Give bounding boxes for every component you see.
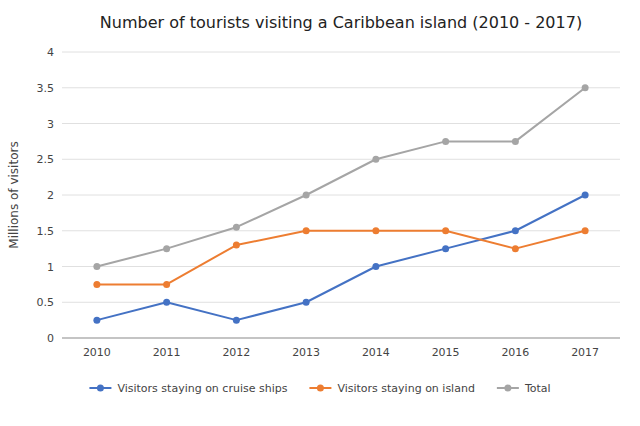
- point: [442, 227, 449, 234]
- grid-line: [62, 87, 620, 88]
- grid: [62, 52, 620, 338]
- legend: Visitors staying on cruise ships Visitors…: [89, 382, 550, 395]
- point: [163, 281, 170, 288]
- point: [582, 84, 589, 91]
- point: [303, 299, 310, 306]
- x-axis-line: [62, 338, 620, 339]
- point: [93, 281, 100, 288]
- series-line: [97, 88, 585, 267]
- x-tick-label: 2014: [362, 346, 390, 359]
- point: [372, 263, 379, 270]
- grid-line: [62, 159, 620, 160]
- legend-label: Total: [524, 382, 551, 395]
- y-tick-label: 3.5: [37, 82, 55, 95]
- point: [163, 299, 170, 306]
- point: [233, 224, 240, 231]
- grid-line: [62, 52, 620, 53]
- legend-label: Visitors staying on cruise ships: [117, 382, 287, 395]
- point: [372, 156, 379, 163]
- series-line: [97, 231, 585, 285]
- point: [303, 227, 310, 234]
- series-line: [97, 195, 585, 320]
- y-axis-label: Millions of visitors: [7, 141, 21, 248]
- grid-line: [62, 338, 620, 339]
- y-tick-label: 1.5: [37, 225, 55, 238]
- y-tick-label: 0.5: [37, 296, 55, 309]
- point: [372, 227, 379, 234]
- grid-line: [62, 302, 620, 303]
- legend-item: Total: [497, 382, 551, 395]
- point: [442, 138, 449, 145]
- point: [512, 227, 519, 234]
- point: [233, 242, 240, 249]
- x-tick-label: 2013: [292, 346, 320, 359]
- legend-item: Visitors staying on cruise ships: [89, 382, 287, 395]
- point: [93, 263, 100, 270]
- x-tick-label: 2017: [571, 346, 599, 359]
- point: [512, 245, 519, 252]
- legend-marker: [317, 385, 324, 392]
- x-tick-label: 2011: [153, 346, 181, 359]
- point: [303, 192, 310, 199]
- grid-line: [62, 266, 620, 267]
- chart: Number of tourists visiting a Caribbean …: [0, 0, 640, 426]
- plot-area: [93, 84, 588, 323]
- y-tick-label: 2: [47, 189, 54, 202]
- x-tick-label: 2010: [83, 346, 111, 359]
- title: Number of tourists visiting a Caribbean …: [100, 13, 582, 32]
- y-tick-label: 3: [47, 118, 54, 131]
- y-tick-label: 2.5: [37, 153, 55, 166]
- legend-marker: [97, 385, 104, 392]
- point: [163, 245, 170, 252]
- y-tick-label: 1: [47, 261, 54, 274]
- legend-label: Visitors staying on island: [337, 382, 474, 395]
- x-tick-label: 2012: [222, 346, 250, 359]
- point: [442, 245, 449, 252]
- point: [512, 138, 519, 145]
- legend-marker: [504, 385, 511, 392]
- legend-item: Visitors staying on island: [309, 382, 474, 395]
- y-tick-label: 4: [47, 46, 54, 59]
- point: [93, 317, 100, 324]
- y-tick-label: 0: [47, 332, 54, 345]
- grid-line: [62, 195, 620, 196]
- point: [233, 317, 240, 324]
- x-tick-label: 2016: [501, 346, 529, 359]
- point: [582, 192, 589, 199]
- grid-line: [62, 123, 620, 124]
- point: [582, 227, 589, 234]
- x-tick-label: 2015: [432, 346, 460, 359]
